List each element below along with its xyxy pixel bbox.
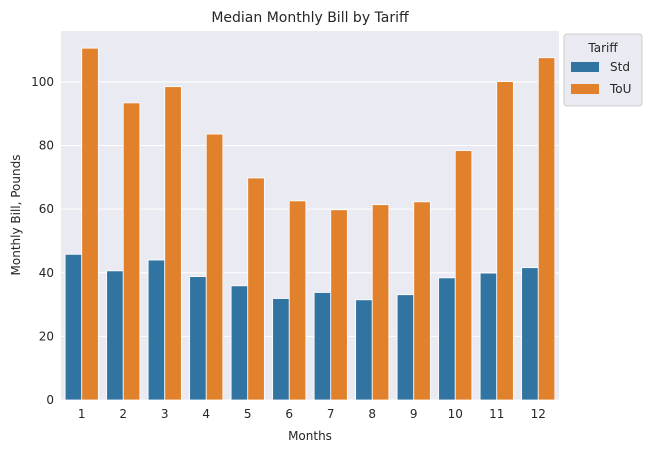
legend: Tariff Std ToU [563,33,643,107]
legend-label-tou: ToU [609,82,631,96]
bar-std-month-1 [64,253,83,401]
y-tick-labels: 0 20 40 60 80 100 [31,75,54,407]
x-tick-label: 2 [119,407,127,421]
bar-tou-month-4 [205,133,224,401]
bar-tou-month-3 [164,86,182,401]
bar-std-month-2 [106,270,124,401]
bar-tou-month-10 [454,150,473,401]
bar-std-month-10 [438,277,456,401]
x-tick-label: 12 [531,407,546,421]
y-axis-label: Monthly Bill, Pounds [9,155,23,276]
bar-std-month-6 [272,298,290,401]
bar-tou-month-5 [247,177,265,401]
y-tick-label: 80 [39,139,54,153]
legend-label-std: Std [610,60,630,74]
x-tick-label: 5 [244,407,252,421]
bar-tou-month-1 [81,47,99,401]
y-tick-label: 0 [46,393,54,407]
bars-group [64,47,556,401]
legend-swatch-std [571,62,599,72]
x-tick-label: 11 [489,407,504,421]
x-tick-label: 1 [78,407,86,421]
y-tick-label: 60 [39,202,54,216]
bar-std-month-8 [355,299,373,401]
grid-lines [61,81,559,401]
plot-area [61,31,559,400]
bar-std-month-7 [313,292,332,401]
y-tick-label: 20 [39,329,54,343]
bar-tou-month-8 [371,204,390,401]
bar-std-month-4 [189,276,207,401]
x-tick-label: 9 [410,407,418,421]
bar-std-month-11 [479,272,498,401]
x-tick-label: 10 [448,407,463,421]
x-tick-label: 8 [368,407,376,421]
x-tick-label: 6 [285,407,293,421]
x-tick-label: 7 [327,407,335,421]
y-tick-label: 40 [39,266,54,280]
legend-swatch-tou [571,84,599,94]
x-tick-labels: 1 2 3 4 5 6 7 8 9 10 11 12 [78,407,546,421]
chart-title: Median Monthly Bill by Tariff [211,10,409,26]
bar-tou-month-11 [496,81,514,401]
bar-tou-month-9 [413,201,431,401]
bar-std-month-3 [147,259,166,401]
bar-tou-month-7 [330,209,348,401]
y-tick-label: 100 [31,75,54,89]
bar-std-month-9 [396,294,415,401]
x-axis-label: Months [288,429,332,443]
legend-title: Tariff [587,41,618,55]
x-tick-label: 4 [202,407,210,421]
x-tick-label: 3 [161,407,169,421]
bar-std-month-12 [521,267,539,401]
bar-tou-month-6 [288,200,307,401]
bar-tou-month-2 [122,102,141,401]
bar-std-month-5 [230,285,249,401]
bar-tou-month-12 [537,57,556,401]
